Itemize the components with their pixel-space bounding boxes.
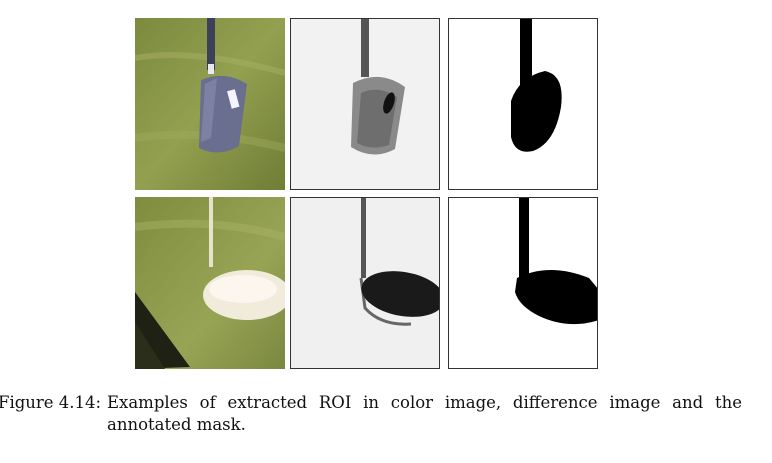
row1-difference-image	[290, 18, 440, 190]
row2-difference-image	[290, 197, 440, 369]
row1-annotated-mask	[448, 18, 598, 190]
row2-annotated-mask	[448, 197, 598, 369]
figure-label: Figure 4.14:	[0, 393, 102, 412]
row1-color-image	[135, 18, 285, 190]
figure-caption-text: Examples of extracted ROI in color image…	[107, 393, 742, 434]
row2-color-image	[135, 197, 285, 369]
